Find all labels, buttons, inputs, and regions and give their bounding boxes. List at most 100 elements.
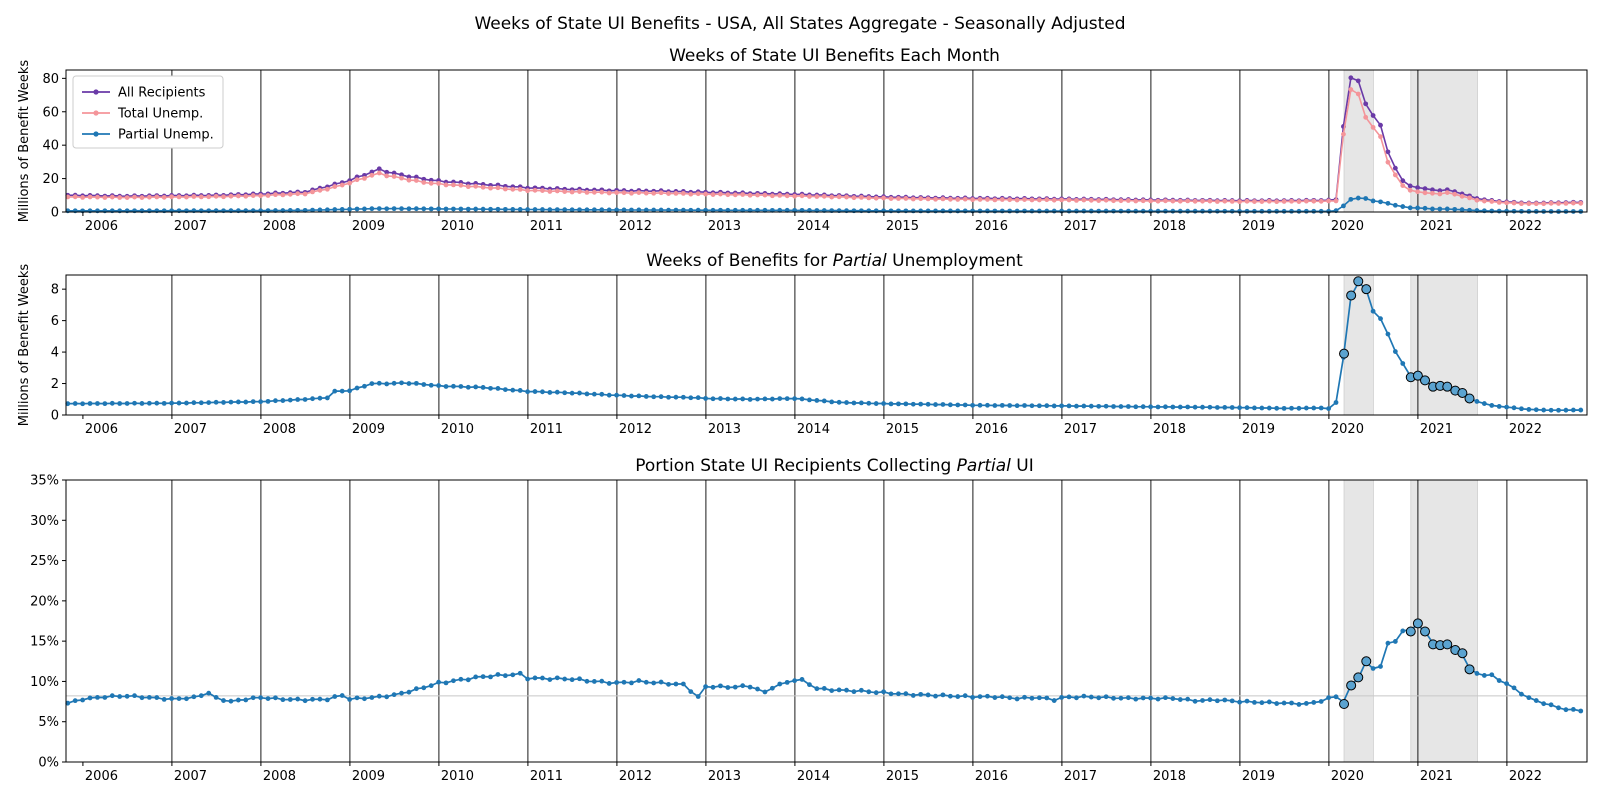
data-point [95,694,100,700]
data-point [458,206,464,212]
data-point [1066,403,1072,409]
data-point [65,700,71,706]
data-point [1088,403,1094,409]
data-point [1296,199,1302,204]
data-point [540,675,545,681]
data-point [547,677,553,683]
data-point [1296,208,1302,214]
x-tick-label: 2013 [708,422,741,437]
data-point [169,194,175,200]
data-point [1229,208,1235,214]
data-point [1059,403,1065,409]
data-point [947,693,953,699]
data-point [584,189,590,195]
data-point [324,697,330,703]
data-point [836,194,842,200]
x-tick-label: 2014 [797,219,830,234]
data-point [651,207,657,213]
data-point [235,399,241,405]
data-point [1281,700,1287,706]
data-point [191,694,197,700]
data-point [1326,208,1332,214]
data-point [1415,205,1421,211]
data-point [695,395,701,401]
data-point [591,391,597,397]
data-point [1355,195,1361,201]
data-point [888,208,894,214]
data-point [310,207,315,213]
data-point [577,390,582,396]
legend-frame [72,75,224,149]
data-point [1133,208,1139,214]
title-part: Weeks of Benefits for [646,251,832,271]
data-point [1437,206,1443,212]
data-point [413,686,419,692]
data-point [1519,208,1524,214]
x-tick-label: 2015 [886,769,919,784]
data-point [1370,124,1376,130]
data-point [1563,407,1569,413]
data-point [139,695,145,701]
data-point [1266,198,1272,204]
data-point [1570,209,1576,214]
data-point [606,392,612,398]
data-point [1125,198,1131,203]
data-point [873,195,879,201]
panel-partial-weeks: 0 2 4 6 8 2006 2007 2008 2009 2010 2011 2012 2013 201… [17,251,1588,437]
data-point [488,385,493,391]
x-tick-label: 2018 [1153,219,1186,234]
data-point [1066,208,1072,214]
data-point [547,207,553,213]
data-point [273,695,278,701]
highlighted-point [1412,618,1423,629]
data-point [1118,404,1124,409]
data-point [933,402,938,407]
x-tick-label: 2010 [441,769,474,784]
data-point [206,194,212,200]
data-point [933,208,938,214]
data-point [658,394,664,400]
data-point [970,695,976,700]
data-point [910,196,916,202]
highlighted-point [1361,656,1372,667]
x-tick-label: 2010 [441,219,474,234]
data-point [1229,198,1235,204]
data-point [1281,199,1287,204]
data-point [502,186,508,192]
data-point [458,676,464,682]
data-point [1378,664,1383,669]
data-point [1474,399,1480,404]
data-point [970,197,976,203]
data-point [265,398,271,404]
data-point [851,195,857,201]
data-point [488,206,493,212]
data-point [169,400,175,406]
data-point [629,207,634,213]
data-point [1511,200,1517,206]
data-point [1378,134,1383,140]
data-point [947,196,953,202]
data-point [1170,208,1176,214]
y-tick-label: 80 [42,72,59,87]
data-point [399,175,404,181]
data-point [1133,696,1139,702]
y-tick-label: 8 [51,283,59,298]
y-tick-label: 5% [38,715,59,730]
data-point [1252,208,1257,214]
data-point [1096,198,1102,203]
highlighted-point [1353,276,1364,287]
data-point [80,401,86,407]
data-point [1289,208,1294,214]
x-tick-label: 2018 [1153,769,1186,784]
data-point [362,206,367,212]
data-point [799,193,805,199]
data-point [762,396,768,402]
data-point [510,672,516,678]
data-point [1385,640,1391,646]
data-point [710,396,716,402]
data-point [399,206,404,212]
data-point [554,389,560,395]
data-point [673,191,679,196]
data-point [1007,695,1013,701]
x-tick-label: 2008 [263,422,296,437]
